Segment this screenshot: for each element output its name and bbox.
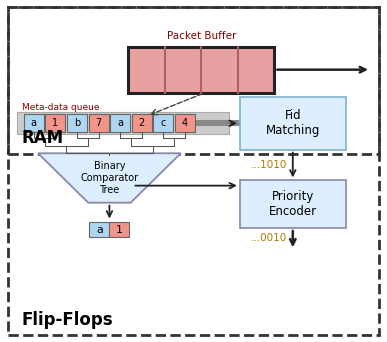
Bar	[89, 222, 110, 237]
Bar	[240, 180, 346, 228]
Text: Binary
Comparator
Tree: Binary Comparator Tree	[80, 161, 139, 195]
Text: a: a	[96, 225, 103, 235]
Text: 2: 2	[139, 118, 145, 128]
Text: b: b	[74, 118, 80, 128]
Text: 4: 4	[182, 118, 188, 128]
Bar	[24, 115, 44, 132]
Bar	[128, 47, 274, 93]
Text: RAM: RAM	[22, 129, 64, 147]
Text: Priority
Encoder: Priority Encoder	[269, 190, 317, 218]
Text: Fid
Matching: Fid Matching	[265, 109, 320, 137]
Text: a: a	[31, 118, 37, 128]
Bar	[110, 115, 130, 132]
Text: a: a	[117, 118, 123, 128]
Bar	[153, 115, 173, 132]
Bar	[45, 115, 65, 132]
Bar	[67, 115, 87, 132]
Bar	[175, 115, 195, 132]
Text: c: c	[161, 118, 166, 128]
Polygon shape	[38, 153, 181, 203]
Bar	[89, 115, 109, 132]
Bar	[240, 97, 346, 150]
Text: 1: 1	[52, 118, 58, 128]
Text: Flip-Flops: Flip-Flops	[22, 311, 113, 329]
Bar	[17, 113, 229, 133]
Bar	[110, 222, 130, 237]
Text: ...1010: ...1010	[251, 160, 287, 170]
Text: ...0010: ...0010	[251, 233, 287, 243]
Text: Meta-data queue: Meta-data queue	[22, 103, 99, 113]
Text: 1: 1	[116, 225, 123, 235]
Bar	[8, 7, 379, 154]
Text: 7: 7	[96, 118, 102, 128]
Text: Packet Buffer: Packet Buffer	[166, 30, 236, 41]
Bar	[132, 115, 152, 132]
